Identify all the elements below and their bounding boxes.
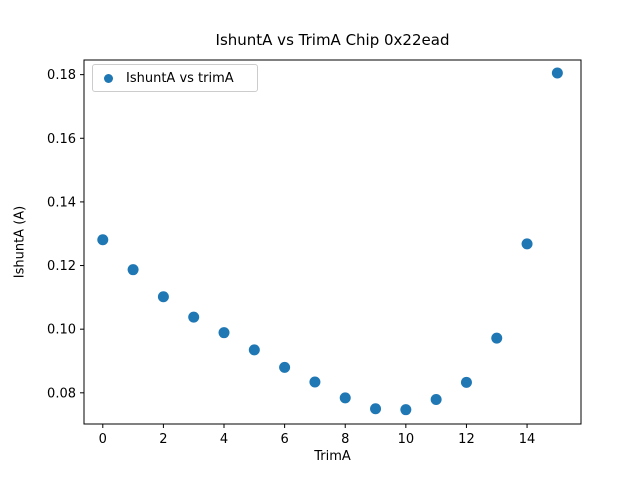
y-tick-label: 0.08 xyxy=(47,386,76,401)
data-point xyxy=(279,361,291,373)
y-axis-label: IshuntA (A) xyxy=(12,205,28,279)
data-point xyxy=(460,376,472,388)
x-tick-label: 4 xyxy=(220,432,228,447)
data-point xyxy=(157,291,169,303)
legend-marker-icon xyxy=(104,73,113,83)
x-tick-label: 0 xyxy=(99,432,107,447)
chart-title: IshuntA vs TrimA Chip 0x22ead xyxy=(215,31,450,49)
x-tick-label: 8 xyxy=(341,432,349,447)
legend: IshuntA vs trimA xyxy=(92,64,258,92)
data-point xyxy=(309,376,321,388)
data-point xyxy=(491,332,503,344)
data-point xyxy=(370,403,382,415)
data-point xyxy=(551,67,563,79)
axes-spines xyxy=(83,59,582,425)
x-tick-label: 10 xyxy=(398,432,415,447)
data-point xyxy=(521,238,533,250)
data-point xyxy=(430,394,442,405)
x-tick-label: 2 xyxy=(159,432,167,447)
x-tick-label: 12 xyxy=(458,432,475,447)
y-tick-label: 0.18 xyxy=(47,68,76,83)
data-point xyxy=(188,311,200,323)
data-point xyxy=(248,344,260,356)
data-point xyxy=(127,264,139,276)
data-point xyxy=(97,234,109,246)
y-tick-label: 0.10 xyxy=(47,323,76,338)
x-tick-label: 14 xyxy=(519,432,536,447)
data-point xyxy=(218,327,230,339)
legend-label: IshuntA vs trimA xyxy=(126,70,234,86)
x-tick-label: 6 xyxy=(280,432,288,447)
y-tick-label: 0.12 xyxy=(47,259,76,274)
x-axis-label: TrimA xyxy=(314,449,351,464)
y-tick-label: 0.14 xyxy=(47,195,76,210)
data-point xyxy=(400,404,412,416)
data-point xyxy=(339,392,351,404)
y-tick-label: 0.16 xyxy=(47,132,76,147)
